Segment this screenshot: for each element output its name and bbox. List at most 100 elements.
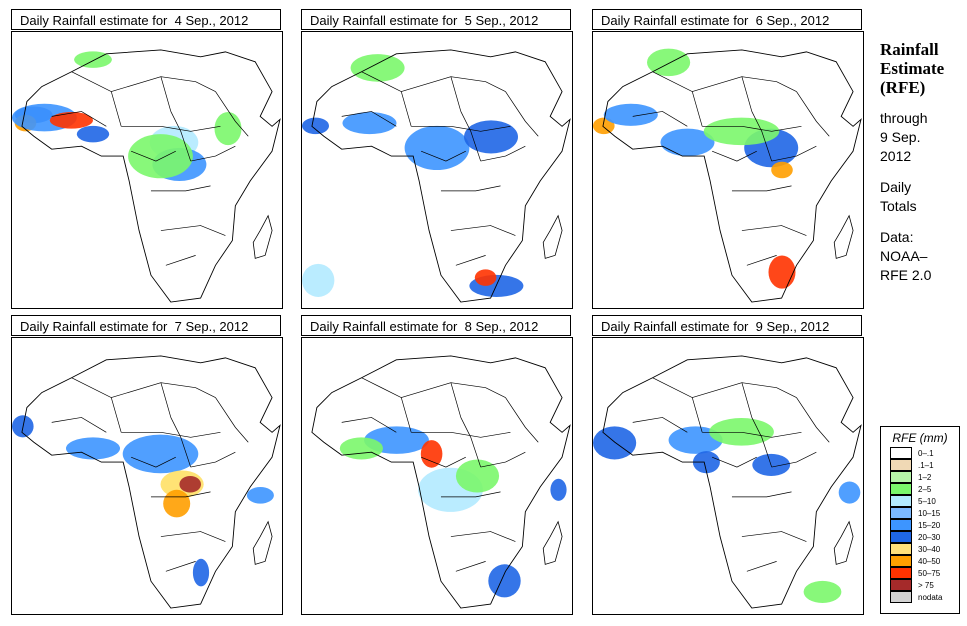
rainfall-area: [593, 426, 637, 460]
title-line: Estimate: [880, 59, 945, 78]
legend-label: 0–.1: [918, 448, 934, 458]
africa-coastline: [311, 49, 571, 303]
country-border: [411, 125, 511, 132]
country-border: [130, 456, 176, 468]
legend-label: 30–40: [918, 544, 941, 554]
rainfall-area: [339, 437, 383, 460]
legend-label: 1–2: [918, 472, 932, 482]
legend-item: 1–2: [890, 470, 959, 483]
rainfall-area: [488, 564, 521, 598]
country-border: [702, 125, 802, 132]
period-label: Daily: [880, 179, 912, 195]
legend-item: 40–50: [890, 554, 959, 567]
legend-label: 20–30: [918, 532, 941, 542]
country-border: [731, 185, 792, 192]
country-border: [796, 91, 830, 137]
country-border: [741, 76, 797, 92]
madagascar-outline: [833, 214, 854, 259]
rainfall-area: [768, 255, 796, 289]
country-border: [51, 417, 107, 433]
madagascar-outline: [542, 214, 563, 259]
country-border: [505, 397, 539, 443]
country-border: [71, 377, 122, 433]
legend-label: 50–75: [918, 568, 941, 578]
country-border: [455, 255, 486, 266]
country-border: [480, 145, 526, 162]
country-border: [751, 111, 773, 162]
rainfall-area: [455, 459, 500, 493]
legend-label: .1–1: [918, 460, 934, 470]
rainfall-area: [603, 103, 658, 126]
rainfall-area: [660, 128, 715, 157]
country-border: [420, 456, 466, 468]
legend-title: RFE (mm): [892, 431, 948, 445]
legend-label: > 75: [918, 580, 934, 590]
rainfall-map: [11, 337, 283, 615]
country-border: [741, 382, 797, 398]
through-label: through: [880, 110, 928, 126]
legend-label: 2–5: [918, 484, 932, 494]
country-border: [130, 150, 176, 162]
country-border: [215, 397, 249, 443]
rainfall-map: [301, 337, 573, 615]
legend-swatch: [890, 470, 912, 483]
legend-swatch: [890, 542, 912, 555]
rainfall-area: [122, 434, 199, 474]
legend-label: nodata: [918, 592, 943, 602]
panel-title: Daily Rainfall estimate for 4 Sep., 2012: [11, 9, 281, 30]
africa-coastline: [602, 49, 862, 303]
country-border: [111, 76, 172, 112]
madagascar-outline: [542, 520, 563, 565]
rainfall-map: [301, 31, 573, 309]
legend-label: 40–50: [918, 556, 941, 566]
legend-swatch: [890, 590, 912, 603]
legend-swatch: [890, 482, 912, 495]
country-border: [121, 125, 221, 132]
legend-swatch: [890, 554, 912, 567]
legend-label: 5–10: [918, 496, 936, 506]
country-border: [450, 382, 506, 398]
country-border: [440, 185, 501, 192]
panel-title: Daily Rainfall estimate for 5 Sep., 2012: [301, 9, 571, 30]
legend-item: 2–5: [890, 482, 959, 495]
rainfall-area: [49, 112, 94, 129]
country-border: [341, 111, 397, 127]
rainfall-area: [179, 476, 201, 493]
rainfall-area: [550, 478, 567, 501]
legend-item: 30–40: [890, 542, 959, 555]
rainfall-area: [350, 54, 405, 82]
country-border: [450, 531, 516, 542]
legend-item: > 75: [890, 578, 959, 591]
country-border: [121, 431, 221, 438]
country-border: [711, 456, 757, 468]
data-source: NOAA–: [880, 248, 928, 264]
rainfall-area: [838, 481, 861, 504]
rainfall-area: [771, 161, 793, 179]
legend-label: 15–20: [918, 520, 941, 530]
rainfall-area: [163, 489, 191, 518]
country-border: [702, 431, 802, 438]
madagascar-outline: [252, 520, 273, 565]
country-border: [170, 417, 192, 468]
legend-swatch: [890, 518, 912, 531]
legend-item: 20–30: [890, 530, 959, 543]
legend-item: 10–15: [890, 506, 959, 519]
rainfall-area: [420, 440, 443, 468]
country-border: [170, 111, 192, 162]
rainfall-area: [66, 437, 120, 460]
rainfall-area: [192, 558, 210, 587]
country-border: [731, 491, 792, 498]
madagascar-outline: [252, 214, 273, 259]
title-line: (RFE): [880, 78, 926, 97]
country-border: [160, 76, 216, 92]
country-border: [51, 111, 107, 127]
legend-label: 10–15: [918, 508, 941, 518]
country-border: [450, 76, 506, 92]
country-border: [165, 561, 196, 572]
rainfall-area: [703, 117, 780, 146]
legend-swatch: [890, 506, 912, 519]
country-border: [190, 145, 236, 162]
country-border: [632, 111, 688, 127]
period-label: Totals: [880, 198, 917, 214]
rainfall-area: [464, 120, 518, 154]
